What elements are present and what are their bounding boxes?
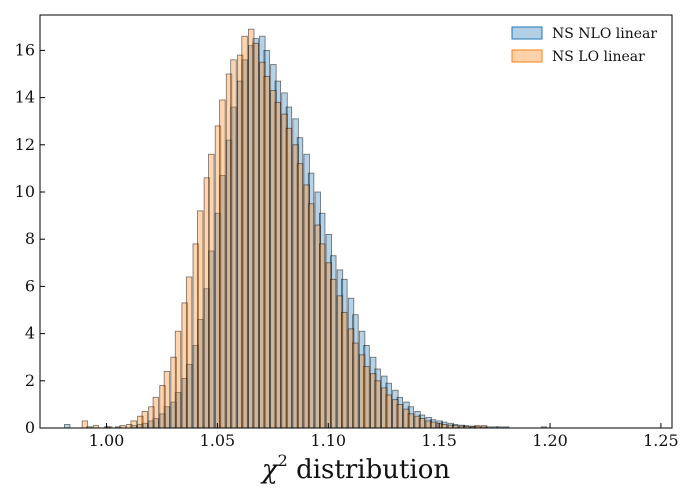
x-tick-label: 1.05 xyxy=(200,431,236,450)
bar-series-1-bin-41 xyxy=(330,278,337,429)
bar-series-1-bin-47 xyxy=(363,366,370,429)
bar-series-1-bin-37 xyxy=(307,203,315,429)
y-tick-label: 12 xyxy=(15,135,35,154)
bar-series-1-bin-51 xyxy=(385,394,392,429)
bar-series-1-bin-55 xyxy=(407,413,415,429)
bar-series-1-bin-23 xyxy=(230,59,237,429)
y-tick-label: 0 xyxy=(25,418,35,437)
plot-frame xyxy=(39,14,673,429)
bar-series-1-bin-19 xyxy=(208,153,215,429)
bar-series-1-bin-11 xyxy=(163,370,171,429)
bar-series-1-bin-49 xyxy=(374,380,381,429)
bar-series-1-bin-53 xyxy=(396,403,403,429)
bar-series-1-bin-33 xyxy=(285,127,293,429)
bar-series-1-bin-17 xyxy=(197,210,204,429)
x-axis-title-symbol: χ xyxy=(260,455,280,485)
x-tick-label: 1.25 xyxy=(643,431,679,450)
bar-series-1-bin-39 xyxy=(319,243,326,429)
x-tick-label: 1.10 xyxy=(310,431,346,450)
bar-series-1-bin-59 xyxy=(429,421,437,429)
y-tick-label: 16 xyxy=(15,40,35,59)
bar-series-1-bin-0 xyxy=(81,420,89,429)
bar-series-1-bin-31 xyxy=(274,101,282,429)
legend-label-lo: NS LO linear xyxy=(552,49,645,65)
x-axis-title-text: distribution xyxy=(288,455,451,485)
legend-swatch-nlo xyxy=(511,26,543,40)
bar-series-1-bin-15 xyxy=(185,276,193,429)
y-tick-label: 10 xyxy=(15,182,35,201)
ticks-layer: 1.00 1.05 1.10 1.15 1.20 1.25 0 2 4 6 8 10 12 14 16 xyxy=(15,40,679,450)
bar-series-1-bin-57 xyxy=(418,418,426,429)
legend-label-nlo: NS NLO linear xyxy=(552,26,657,42)
y-tick-label: 14 xyxy=(15,88,35,107)
bar-series-1-bin-13 xyxy=(174,330,182,429)
y-tick-label: 8 xyxy=(25,229,35,248)
bar-series-1-bin-35 xyxy=(296,163,304,429)
bar-series-1-bin-9 xyxy=(152,396,160,429)
bar-series-1-bin-7 xyxy=(141,411,148,429)
series-1-bars xyxy=(81,28,488,429)
x-tick-label: 1.00 xyxy=(89,431,125,450)
y-tick-label: 2 xyxy=(25,371,35,390)
bar-series-1-bin-21 xyxy=(219,99,226,429)
x-axis-title: χ2 distribution xyxy=(260,451,451,485)
bar-series-1-bin-27 xyxy=(252,42,259,429)
bar-series-1-bin-61 xyxy=(440,424,448,429)
y-tick-label: 6 xyxy=(25,276,35,295)
x-tick-label: 1.20 xyxy=(532,431,568,450)
legend: NS NLO linear NS LO linear xyxy=(511,26,657,65)
bar-series-1-bin-45 xyxy=(352,342,359,429)
bars-layer xyxy=(63,28,548,429)
bar-series-0-bin-0 xyxy=(63,424,71,429)
bar-series-1-bin-29 xyxy=(263,75,270,429)
bar-series-1-bin-5 xyxy=(130,420,137,429)
legend-swatch-lo xyxy=(511,49,543,63)
y-tick-label: 4 xyxy=(25,324,35,343)
x-tick-label: 1.15 xyxy=(421,431,457,450)
x-axis-title-superscript: 2 xyxy=(278,451,288,470)
bar-series-1-bin-25 xyxy=(241,35,248,429)
bar-series-1-bin-43 xyxy=(341,311,348,429)
